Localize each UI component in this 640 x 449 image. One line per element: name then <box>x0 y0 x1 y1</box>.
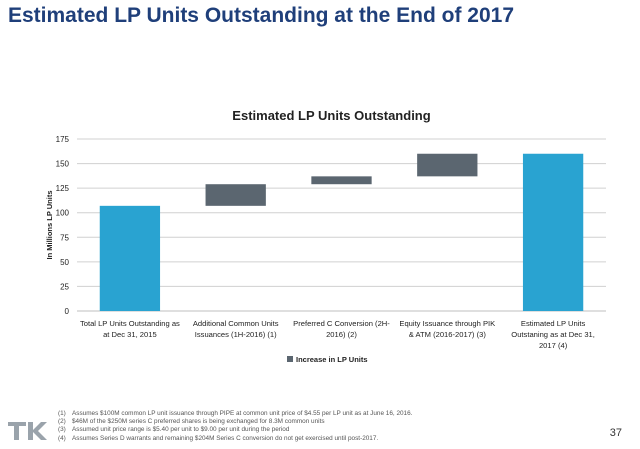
logo-icon <box>8 422 47 440</box>
y-tick-label: 100 <box>56 209 70 218</box>
waterfall-chart: Estimated LP Units Outstanding 0 25 50 75 100… <box>45 108 606 364</box>
x-category-label: Outstaning as at Dec 31, <box>511 330 595 339</box>
company-logo <box>6 418 50 449</box>
x-category-label: Total LP Units Outstanding as <box>80 319 180 328</box>
y-axis-label: In Millions LP Units <box>45 190 54 259</box>
footnote-text: Assumes $100M common LP unit issuance th… <box>72 410 413 417</box>
footnote-text: $46M of the $250M series C preferred sha… <box>72 418 325 426</box>
footnote-number: (4) <box>58 434 66 442</box>
y-tick-label: 50 <box>60 258 69 267</box>
page-title: Estimated LP Units Outstanding at the En… <box>8 4 515 27</box>
x-category-label: 2016) (2) <box>326 330 357 339</box>
chart-title: Estimated LP Units Outstanding <box>232 108 430 123</box>
x-category-label: Additional Common Units <box>193 319 279 328</box>
legend-swatch <box>287 356 293 362</box>
footnotes: (1) Assumes $100M common LP unit issuance… <box>58 410 412 443</box>
y-tick-label: 175 <box>56 135 70 144</box>
footnote-1: (1) Assumes $100M common LP unit issuance… <box>58 410 412 418</box>
footnote-number: (2) <box>58 418 66 426</box>
legend-label: Increase in LP Units <box>296 355 368 364</box>
y-tick-label: 0 <box>65 307 70 316</box>
increase-bar <box>311 176 372 185</box>
footnote-2: (2) $46M of the $250M series C preferred … <box>58 418 412 426</box>
footnote-4: (4) Assumes Series D warrants and remaini… <box>58 435 412 443</box>
x-category-label: & ATM (2016-2017) (3) <box>409 330 487 339</box>
page-number: 37 <box>609 427 622 439</box>
x-category-label: at Dec 31, 2015 <box>103 330 157 339</box>
y-tick-label: 150 <box>56 160 70 169</box>
footnote-number: (1) <box>58 410 66 417</box>
total-bar <box>99 205 161 311</box>
total-bar <box>522 153 584 311</box>
x-category-label: Issuances (1H-2016) (1) <box>195 330 277 339</box>
x-category-label: Equity Issuance through PIK <box>399 319 495 328</box>
y-tick-label: 125 <box>56 184 70 193</box>
x-category-label: 2017 (4) <box>539 341 568 350</box>
x-category-label: Preferred C Conversion (2H- <box>293 319 390 328</box>
y-tick-label: 25 <box>60 282 69 291</box>
footnote-text: Assumed unit price range is $5.40 per un… <box>72 426 290 434</box>
footnote-3: (3) Assumed unit price range is $5.40 per… <box>58 426 412 434</box>
y-tick-label: 75 <box>60 233 69 242</box>
footnote-text: Assumes Series D warrants and remaining … <box>72 434 379 442</box>
increase-bar <box>205 184 266 206</box>
x-category-label: Estimated LP Units <box>521 319 586 328</box>
footnote-number: (3) <box>58 426 66 434</box>
increase-bar <box>417 153 478 177</box>
